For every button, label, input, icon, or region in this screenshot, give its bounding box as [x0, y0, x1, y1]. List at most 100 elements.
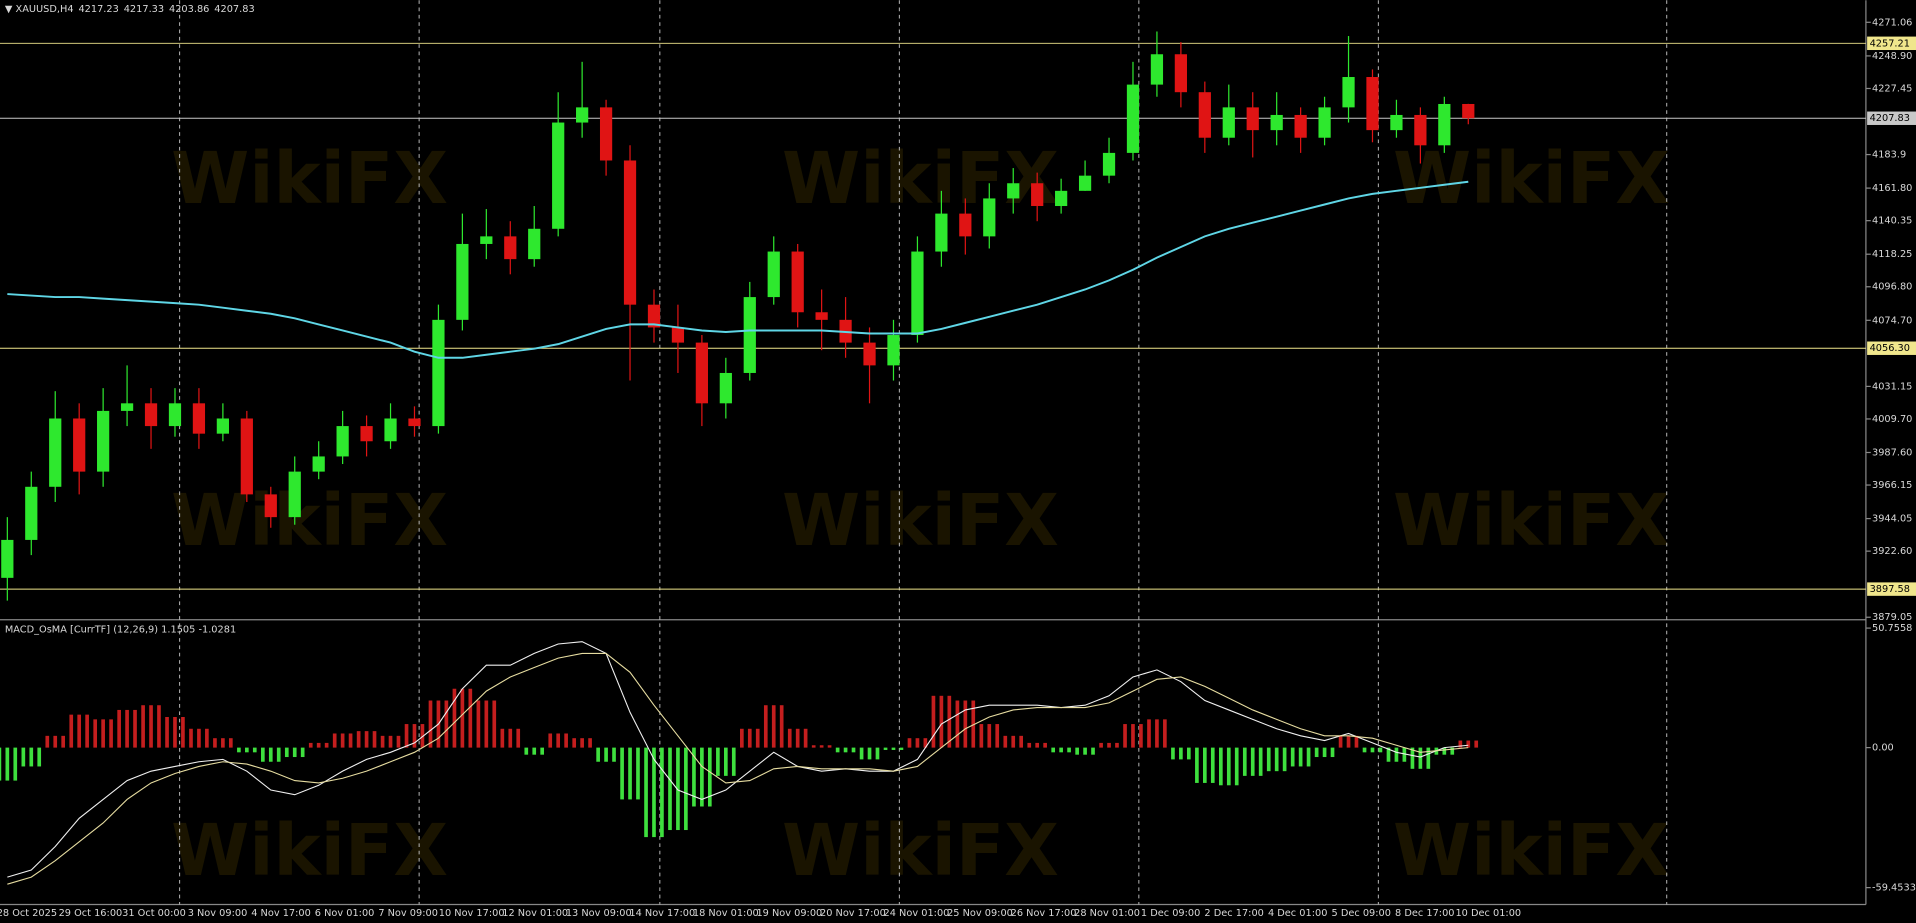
histogram-bar: [1179, 747, 1183, 760]
histogram-bar: [1450, 747, 1455, 755]
histogram-bar: [372, 731, 377, 748]
price-level-box: [1867, 341, 1916, 355]
x-tick-label: 25 Nov 09:00: [947, 908, 1013, 919]
candle-body: [528, 228, 541, 260]
x-tick-label: 19 Nov 09:00: [756, 908, 822, 919]
histogram-bar: [149, 705, 153, 748]
y-tick-label: 4183.9: [1872, 150, 1906, 161]
histogram-bar: [979, 724, 984, 748]
y-tick-label: 3966.15: [1872, 480, 1912, 491]
histogram-bar: [692, 747, 696, 807]
histogram-bar: [612, 747, 616, 762]
histogram-bar: [93, 719, 98, 748]
histogram-bar: [564, 733, 568, 748]
candle-body: [120, 403, 134, 411]
histogram-bar: [460, 688, 465, 748]
moving-average: [7, 180, 1469, 359]
candle-body: [959, 213, 972, 237]
histogram-bar: [388, 735, 393, 748]
x-tick-label: 10 Nov 17:00: [439, 908, 505, 919]
x-tick-label: 24 Nov 01:00: [884, 908, 950, 919]
candle-body: [144, 403, 158, 427]
histogram-bar: [308, 742, 313, 748]
candle-body: [1414, 114, 1427, 146]
candle-body: [168, 403, 182, 427]
histogram-bar: [548, 733, 553, 748]
histogram-bar: [37, 747, 42, 767]
histogram-bar: [532, 747, 537, 755]
low-price: 4203.86: [169, 4, 209, 15]
y-tick-label: 4227.45: [1872, 83, 1912, 94]
histogram-bar: [244, 747, 249, 753]
candle-body: [1438, 103, 1451, 146]
histogram-bar: [1115, 742, 1119, 748]
histogram-bar: [356, 731, 361, 748]
x-tick-label: 3 Nov 09:00: [188, 908, 248, 919]
histogram-bar: [364, 731, 369, 748]
histogram-bar: [1234, 747, 1239, 786]
histogram-bar: [252, 747, 257, 753]
histogram-bar: [1290, 747, 1295, 767]
histogram-bar: [827, 745, 832, 748]
dropdown-arrow: ▼: [5, 4, 16, 15]
histogram-bar: [157, 705, 161, 748]
histogram-bar: [588, 738, 592, 748]
watermark: WikiFX: [171, 137, 448, 220]
candle-body: [1031, 183, 1044, 207]
histogram-bar: [45, 735, 50, 748]
histogram-bar: [1051, 747, 1056, 753]
candle-body: [1078, 175, 1092, 191]
candle-body: [288, 471, 301, 518]
histogram-bar: [133, 709, 137, 748]
histogram-bar: [1226, 747, 1231, 786]
histogram-bar: [1362, 747, 1367, 753]
candle-body: [1055, 190, 1068, 207]
histogram-bar: [740, 728, 744, 748]
x-tick-label: 14 Nov 17:00: [629, 908, 695, 919]
histogram-bar: [29, 747, 34, 767]
histogram-bar: [883, 747, 888, 750]
macd-line: [7, 652, 1469, 885]
histogram-bar: [596, 747, 600, 762]
histogram-bar: [707, 747, 712, 807]
histogram-bar: [101, 719, 105, 748]
histogram-bar: [811, 745, 816, 748]
histogram-bar: [660, 747, 664, 838]
histogram-bar: [995, 724, 1000, 748]
histogram-bar: [1019, 735, 1024, 748]
histogram-bar: [452, 688, 457, 748]
histogram-bar: [1274, 747, 1279, 772]
histogram-bar: [987, 724, 992, 748]
watermark: WikiFX: [171, 479, 448, 562]
histogram-bar: [604, 747, 608, 762]
y-tick-label: 50.7558: [1872, 623, 1912, 634]
open-price: 4217.23: [78, 4, 118, 15]
x-tick-label: 28 Nov 01:00: [1074, 908, 1140, 919]
histogram-bar: [779, 705, 784, 748]
histogram-bar: [803, 728, 808, 748]
candle-body: [1246, 107, 1259, 131]
x-tick-label: 12 Nov 01:00: [502, 908, 568, 919]
x-tick-label: 26 Nov 17:00: [1011, 908, 1077, 919]
watermark: WikiFX: [171, 809, 448, 892]
histogram-bar: [652, 747, 656, 838]
histogram-bar: [340, 733, 345, 748]
candle-body: [887, 335, 900, 366]
histogram-bar: [1346, 735, 1351, 748]
histogram-bar: [516, 728, 521, 748]
histogram-bar: [628, 747, 632, 800]
candle-body: [623, 160, 637, 305]
histogram-bar: [1474, 740, 1479, 748]
histogram-bar: [492, 700, 497, 748]
histogram-bar: [165, 716, 169, 748]
histogram-bar: [69, 714, 74, 748]
histogram-bar: [819, 745, 824, 748]
histogram-bar: [771, 705, 776, 748]
histogram-bar: [292, 747, 297, 758]
histogram-bar: [1195, 747, 1199, 783]
histogram-bar: [1410, 747, 1415, 769]
y-tick-label: 4118.25: [1872, 249, 1912, 260]
histogram-bar: [476, 700, 481, 748]
y-tick-label: 4161.80: [1872, 183, 1912, 194]
